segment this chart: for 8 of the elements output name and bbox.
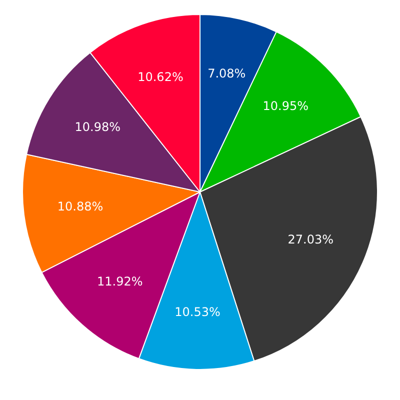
- data-label: 10.53%: [174, 304, 220, 319]
- data-label: 7.08%: [208, 66, 246, 80]
- data-label: 10.88%: [57, 200, 104, 214]
- data-label: 10.95%: [262, 99, 309, 114]
- data-label: 27.03%: [288, 232, 334, 246]
- data-label: 10.62%: [138, 70, 184, 84]
- data-label: 10.98%: [74, 120, 121, 134]
- data-label: 11.92%: [96, 274, 143, 288]
